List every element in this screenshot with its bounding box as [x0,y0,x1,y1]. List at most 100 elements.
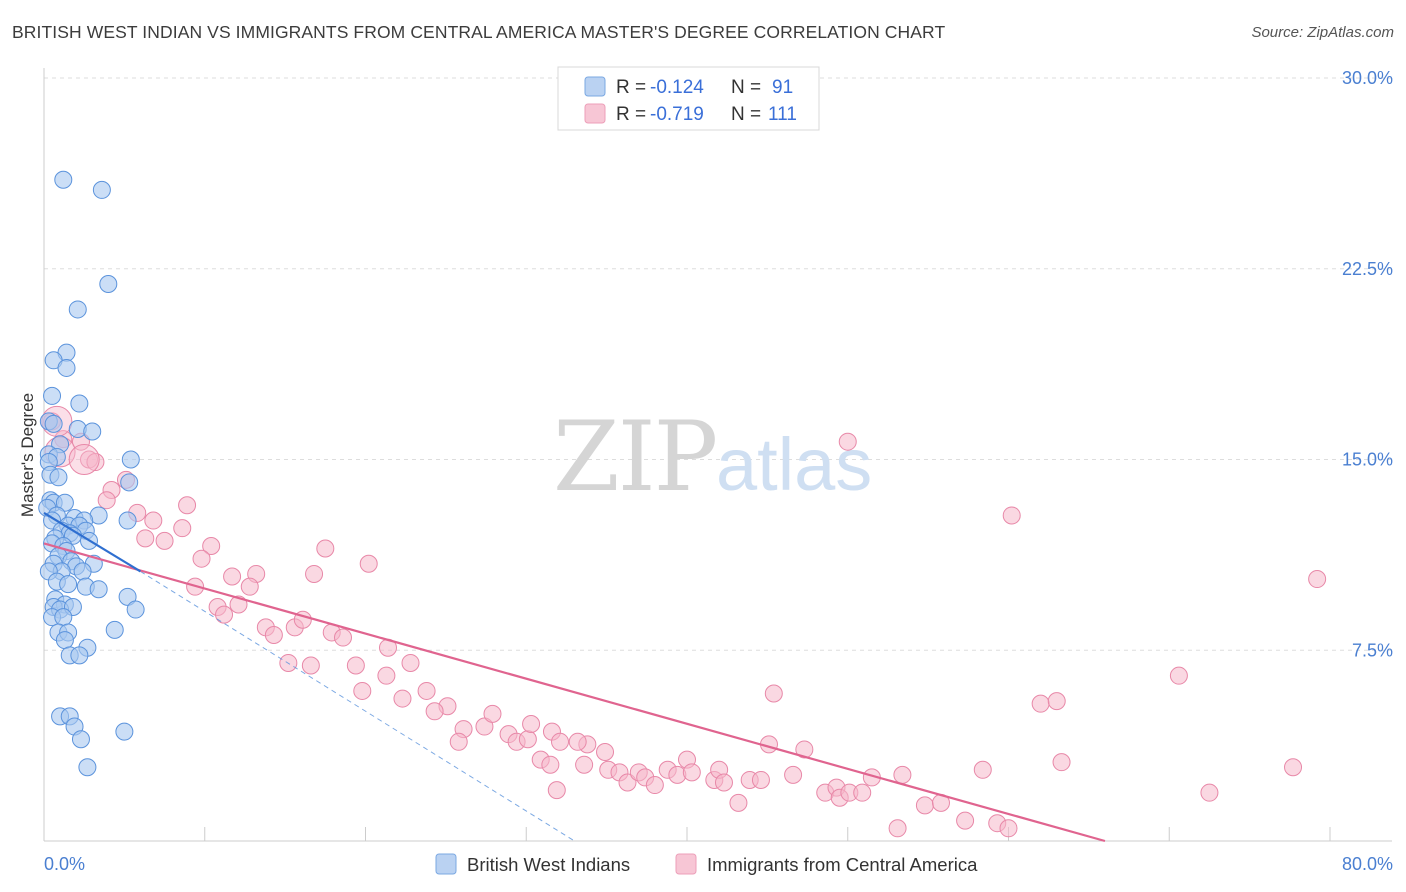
point-pink [973,760,992,779]
point-pink [202,536,221,555]
bottom-legend-label-blue: British West Indians [467,854,630,875]
point-pink [136,529,155,548]
point-pink [1308,570,1327,589]
point-pink [1200,783,1219,802]
point-blue [71,730,90,749]
point-pink [401,653,420,672]
watermark-zip: ZIP [553,401,716,513]
point-pink [795,740,814,759]
point-blue [118,511,137,530]
point-pink [316,539,335,558]
point-pink [551,732,570,751]
x-tick-label-min: 0.0% [44,854,85,874]
legend-r-label-blue: R = [616,77,646,98]
point-pink-large [68,444,100,475]
point-blue [118,587,137,606]
point-pink [714,773,733,792]
y-tick-label: 22.5% [1342,259,1393,279]
y-tick-label: 7.5% [1352,640,1393,660]
point-blue [49,468,68,487]
point-blue [44,414,63,433]
legend-n-value-blue: 91 [772,77,793,98]
point-pink [596,742,615,761]
point-pink [915,796,934,815]
point-blue [70,394,89,413]
point-pink [215,605,234,624]
point-pink [359,554,378,573]
point-pink [751,770,770,789]
point-pink [223,567,242,586]
point-pink [377,666,396,685]
point-pink [1052,753,1071,772]
trend-line-blue [43,511,142,573]
point-pink [425,702,444,721]
point-blue [92,180,111,199]
point-blue [54,170,73,189]
point-pink [682,763,701,782]
point-pink [956,811,975,830]
point-pink [784,765,803,784]
chart-title: BRITISH WEST INDIAN VS IMMIGRANTS FROM C… [12,22,946,42]
point-blue [57,358,76,377]
point-pink [301,656,320,675]
point-pink [575,755,594,774]
point-pink [144,511,163,530]
series-blue-points [38,170,145,777]
point-pink [333,628,352,647]
point-blue [55,631,74,650]
point-blue [83,422,102,441]
point-pink [178,496,197,515]
point-pink [483,704,502,723]
point-blue [126,600,145,619]
point-pink [353,681,372,700]
x-tick-labels: 0.0% 80.0% [44,854,1393,874]
point-pink [645,776,664,795]
point-pink [86,453,105,472]
trend-line-pink [43,542,1106,843]
point-pink [888,819,907,838]
point-pink [518,730,537,749]
point-blue [54,608,73,627]
x-tick-label-max: 80.0% [1342,854,1393,874]
point-pink [1002,506,1021,525]
stats-legend: R = -0.124 N = 91 R = -0.719 N = 111 [557,66,820,131]
point-pink [393,689,412,708]
point-pink [346,656,365,675]
point-pink [173,519,192,538]
point-pink [155,531,174,550]
source-label: Source: ZipAtlas.com [1251,24,1394,41]
point-pink [264,625,283,644]
legend-swatch-pink [584,103,606,124]
series-legend: British West Indians Immigrants from Cen… [435,853,978,875]
point-pink [1284,758,1303,777]
point-pink [999,819,1018,838]
point-pink [729,793,748,812]
point-pink [764,684,783,703]
watermark: ZIP atlas [553,401,872,513]
point-pink [192,549,211,568]
grid-lines [44,77,1392,651]
point-blue [70,646,89,665]
legend-n-label-pink: N = [731,104,761,125]
point-pink [449,732,468,751]
point-pink [893,765,912,784]
point-blue [99,275,118,294]
y-tick-label: 15.0% [1342,450,1393,470]
point-pink [568,732,587,751]
point-blue [105,620,124,639]
point-pink [1047,692,1066,711]
point-pink [1169,666,1188,685]
point-pink [417,681,436,700]
point-blue [78,758,97,777]
point-blue [43,386,62,405]
y-axis-label: Master's Degree [18,393,37,517]
point-pink [618,773,637,792]
y-tick-label: 30.0% [1342,68,1393,88]
bottom-legend-label-pink: Immigrants from Central America [707,854,978,875]
series-pink-points [41,405,1327,838]
point-pink [522,715,541,734]
point-blue [120,473,139,492]
point-pink [240,577,259,596]
point-blue [115,722,134,741]
